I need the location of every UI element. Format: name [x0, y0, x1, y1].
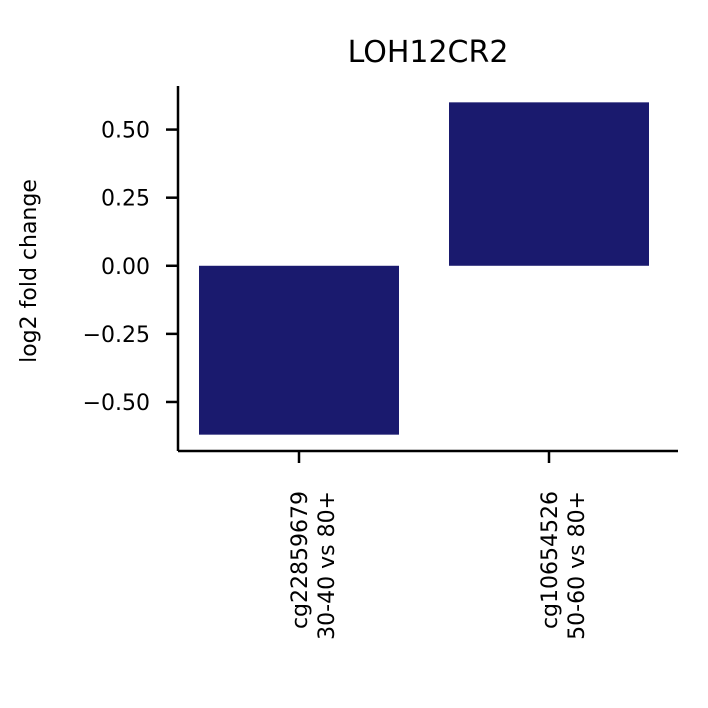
bars-group [199, 102, 649, 435]
y-tick-label: 0.50 [101, 119, 150, 144]
x-axis-ticks: cg2285967930-40 vs 80+ cg1065452650-60 vs… [288, 451, 590, 640]
x-tick-label: cg2285967930-40 vs 80+ [288, 491, 340, 640]
bar [449, 102, 649, 266]
y-tick-label: 0.00 [101, 255, 150, 280]
chart-title: LOH12CR2 [348, 35, 509, 70]
y-axis-label: log2 fold change [17, 179, 42, 363]
y-axis-ticks: 0.50 0.25 0.00 −0.25 −0.50 [83, 119, 178, 416]
x-tick-label: cg1065452650-60 vs 80+ [538, 491, 590, 640]
bar [199, 265, 399, 435]
y-tick-label: −0.25 [83, 323, 150, 348]
y-tick-label: −0.50 [83, 391, 150, 416]
y-tick-label: 0.25 [101, 187, 150, 212]
